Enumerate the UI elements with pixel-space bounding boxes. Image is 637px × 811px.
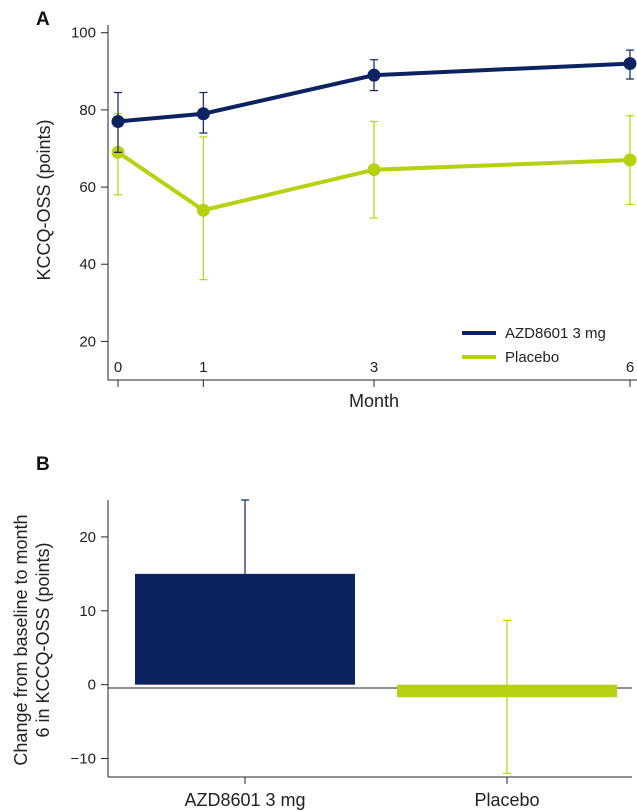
- data-point-placebo: [196, 203, 210, 217]
- x-tick-label: 0: [114, 359, 122, 376]
- y-tick-label: −10: [71, 751, 96, 768]
- y-tick-label: 40: [79, 256, 96, 273]
- y-tick-label: 20: [79, 333, 96, 350]
- data-point-placebo: [623, 153, 637, 167]
- y-tick-label: 60: [79, 179, 96, 196]
- category-label: Placebo: [474, 790, 539, 810]
- series-line-azd: [117, 61, 631, 124]
- y-tick-label: 80: [79, 102, 96, 119]
- series-placebo: [111, 113, 637, 281]
- panel-a-label: A: [36, 9, 50, 30]
- x-tick-label: 3: [370, 359, 378, 376]
- x-axis-title: Month: [349, 391, 399, 411]
- panel-b-label: B: [36, 454, 50, 475]
- bar-chart-panel-b: Change from baseline to month 6 in KCCQ-…: [11, 499, 632, 810]
- legend-label-placebo: Placebo: [505, 349, 559, 366]
- data-point-azd: [367, 68, 381, 82]
- y-tick-label: 20: [79, 529, 96, 546]
- series-line-placebo: [116, 150, 631, 213]
- data-point-azd: [111, 114, 125, 128]
- category-label: AZD8601 3 mg: [184, 790, 305, 810]
- y-tick-label: 10: [79, 603, 96, 620]
- y-axis-title-line1: Change from baseline to month: [11, 514, 31, 765]
- data-point-azd: [196, 107, 210, 121]
- data-point-placebo: [367, 163, 381, 177]
- x-tick-label: 1: [199, 359, 207, 376]
- y-axis-title: KCCQ-OSS (points): [34, 119, 54, 280]
- x-tick-label: 6: [626, 359, 634, 376]
- y-axis-title-line2: 6 in KCCQ-OSS (points): [33, 542, 53, 737]
- legend: AZD8601 3 mg Placebo: [462, 325, 606, 366]
- series-azd: [111, 49, 637, 153]
- y-tick-label: 100: [71, 25, 96, 42]
- line-chart-panel-a: KCCQ-OSS (points) Month 20 40 60 80 100 0 1 3 6…: [34, 25, 637, 411]
- y-tick-label: 0: [88, 677, 96, 694]
- legend-label-azd: AZD8601 3 mg: [505, 325, 606, 342]
- data-point-azd: [623, 57, 637, 71]
